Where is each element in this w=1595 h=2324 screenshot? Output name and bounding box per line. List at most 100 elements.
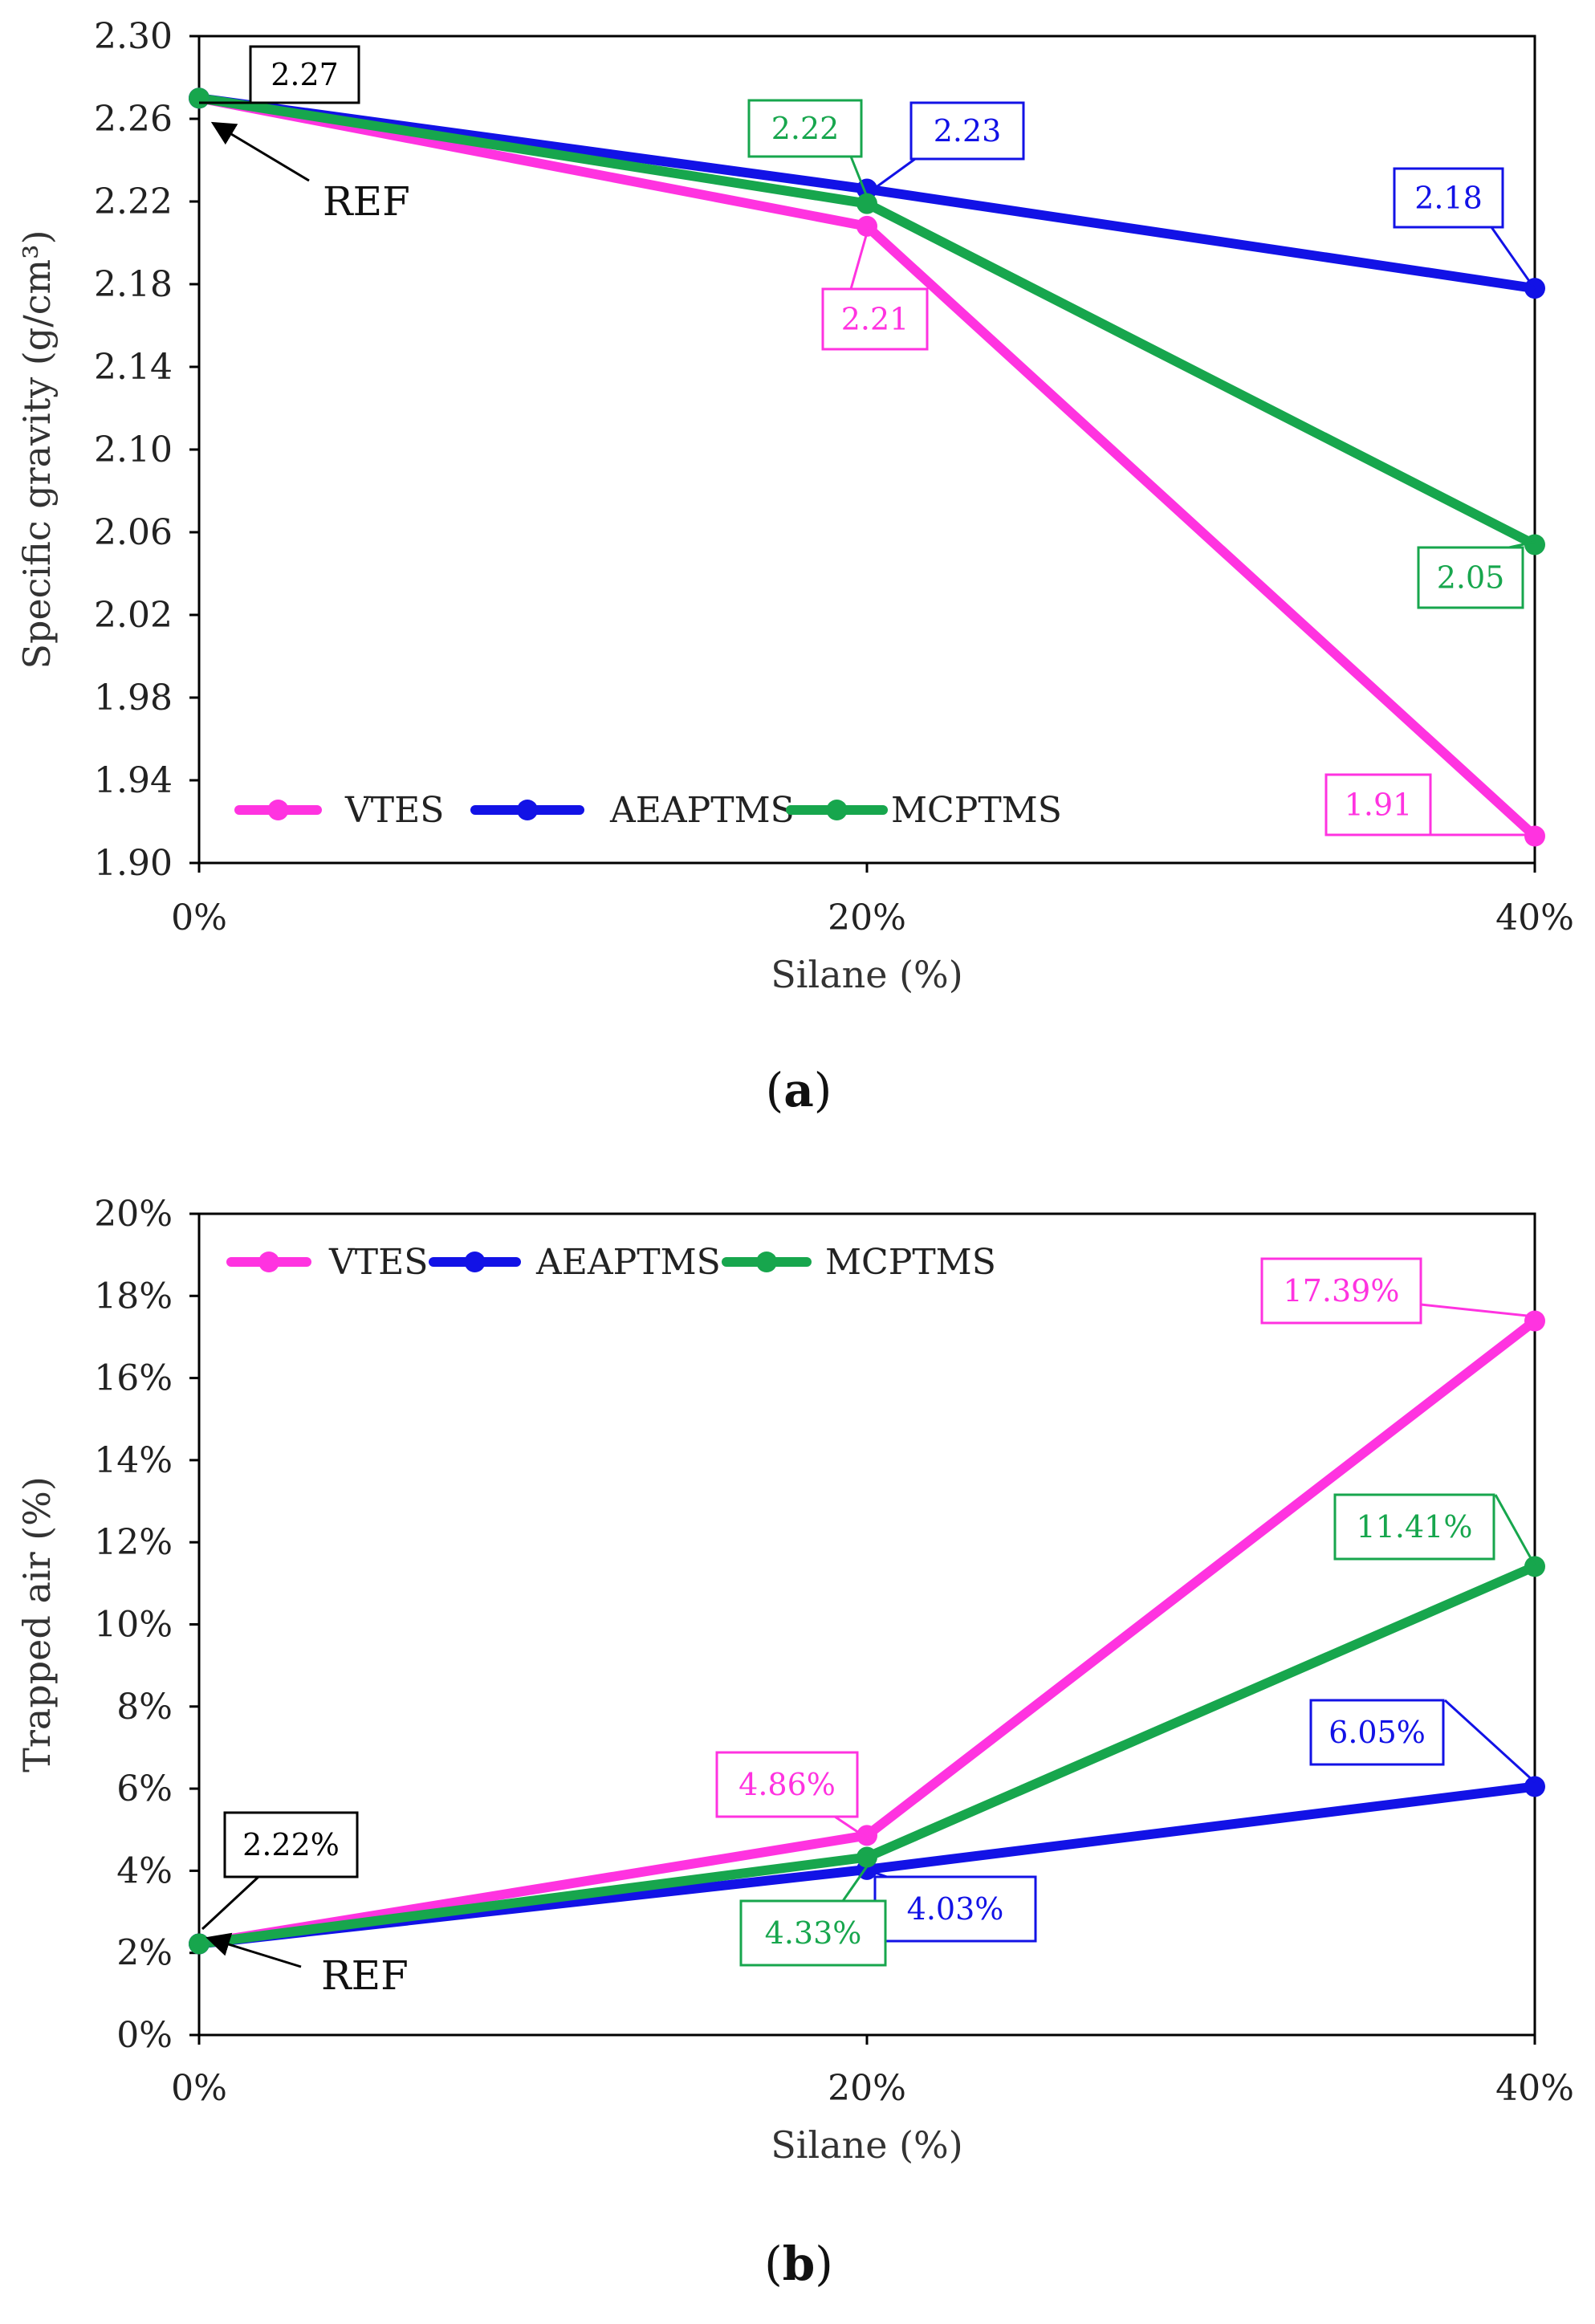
callout-pointer bbox=[1490, 226, 1536, 290]
callout-label: 4.03% bbox=[907, 1891, 1004, 1927]
callout-box bbox=[739, 1899, 887, 1967]
chart-b: 0% 2% 4% 6% 8% 10% 12% 14% 16% 18% 20% 0% 20% 40% Sila… bbox=[15, 1194, 1574, 2291]
callout-label: 2.22 bbox=[771, 111, 840, 146]
y-tick-label: 0% bbox=[116, 2015, 173, 2056]
ref-arrow bbox=[210, 121, 310, 182]
x-tick-label: 40% bbox=[1495, 897, 1574, 938]
caption-letter: a bbox=[783, 1063, 814, 1117]
callout-pointer bbox=[841, 1866, 869, 1902]
callout-pointer bbox=[1508, 540, 1536, 549]
y-tick-label: 4% bbox=[116, 1850, 173, 1891]
y-tick-label: 1.98 bbox=[94, 678, 173, 718]
callout-label: 6.05% bbox=[1328, 1715, 1426, 1750]
callout-label: 2.21 bbox=[841, 302, 909, 337]
x-tick-label: 20% bbox=[828, 2068, 906, 2109]
y-tick-label: 2% bbox=[116, 1933, 173, 1974]
ref-label: REF bbox=[321, 1952, 409, 1999]
callout-pointer bbox=[1420, 1303, 1536, 1318]
y-tick-label: 10% bbox=[94, 1605, 173, 1646]
x-tick-label: 0% bbox=[171, 2068, 227, 2109]
y-tick-label: 2.26 bbox=[94, 99, 173, 140]
callout-label: 2.27 bbox=[271, 57, 339, 92]
data-point-vtes bbox=[1524, 1310, 1545, 1332]
callout-box bbox=[873, 1875, 1037, 1943]
legend-marker-vtes bbox=[267, 800, 289, 820]
caption-paren: ) bbox=[815, 2236, 833, 2291]
callout-pointer bbox=[834, 1815, 872, 1842]
callout-box bbox=[249, 45, 360, 104]
x-axis-title: Silane (%) bbox=[771, 953, 962, 996]
y-tick-label: 16% bbox=[94, 1358, 173, 1399]
y-tick-label: 1.94 bbox=[94, 760, 173, 801]
legend-marker-mcptms bbox=[826, 800, 848, 820]
callout-label: 17.39% bbox=[1284, 1273, 1400, 1309]
callout-pointer bbox=[868, 1869, 888, 1878]
callout-label: 11.41% bbox=[1357, 1509, 1473, 1545]
caption-paren: ( bbox=[766, 1063, 784, 1117]
callout-box bbox=[1260, 1257, 1422, 1325]
legend-marker-aeaptms bbox=[517, 800, 538, 820]
legend-marker-aeaptms bbox=[464, 1252, 486, 1272]
callout-pointer bbox=[849, 156, 869, 197]
data-point-aeaptms bbox=[1524, 1776, 1545, 1797]
callout-box bbox=[1393, 167, 1504, 229]
y-tick-label: 20% bbox=[94, 1194, 173, 1235]
y-tick-label: 18% bbox=[94, 1276, 173, 1317]
x-tick-label: 20% bbox=[828, 897, 906, 938]
y-tick-label: 6% bbox=[116, 1768, 173, 1809]
legend-label: AEAPTMS bbox=[609, 790, 795, 831]
callout-box bbox=[909, 101, 1025, 161]
chart-a: 1.90 1.94 1.98 2.02 2.06 2.10 2.14 2.18 2.22 2.26… bbox=[15, 16, 1574, 1117]
legend-label: MCPTMS bbox=[891, 790, 1062, 831]
callout-pointer bbox=[201, 1875, 260, 1931]
ref-label: REF bbox=[323, 178, 410, 225]
y-tick-label: 8% bbox=[116, 1687, 173, 1728]
callout-label: 2.18 bbox=[1414, 181, 1483, 216]
callout-pointer bbox=[1494, 1494, 1536, 1566]
callout-box bbox=[1324, 773, 1432, 836]
x-axis-title: Silane (%) bbox=[771, 2123, 962, 2167]
callout-label: 4.86% bbox=[739, 1767, 836, 1802]
data-point-mcptms bbox=[856, 193, 877, 214]
callout-box bbox=[747, 99, 863, 158]
legend-marker-mcptms bbox=[756, 1252, 777, 1272]
x-tick-label: 0% bbox=[171, 897, 227, 938]
caption-letter: b bbox=[783, 2236, 816, 2291]
callout-label: 2.23 bbox=[934, 113, 1002, 149]
y-tick-label: 2.06 bbox=[94, 512, 173, 553]
data-point-vtes bbox=[1524, 825, 1545, 847]
y-tick-label: 2.18 bbox=[94, 264, 173, 305]
legend-label: VTES bbox=[328, 1242, 428, 1283]
callout-pointer bbox=[1443, 1699, 1536, 1784]
callout-box bbox=[821, 287, 929, 351]
data-point-vtes bbox=[856, 215, 877, 237]
callout-box bbox=[1309, 1699, 1445, 1766]
callout-box bbox=[223, 1811, 359, 1878]
y-tick-label: 14% bbox=[94, 1440, 173, 1481]
data-point-mcptms bbox=[1524, 1556, 1545, 1577]
callout-label: 1.91 bbox=[1345, 788, 1413, 823]
caption-paren: ) bbox=[814, 1063, 832, 1117]
callout-pointer bbox=[849, 226, 870, 290]
y-tick-label: 2.30 bbox=[94, 16, 173, 57]
callout-box bbox=[715, 1751, 859, 1818]
ref-arrow bbox=[205, 1932, 302, 1968]
legend-label: AEAPTMS bbox=[535, 1242, 721, 1283]
y-tick-label: 2.02 bbox=[94, 595, 173, 636]
plot-frame bbox=[197, 35, 1536, 865]
x-tick-label: 40% bbox=[1495, 2068, 1574, 2109]
callout-box bbox=[1417, 546, 1524, 609]
legend-label: MCPTMS bbox=[825, 1242, 996, 1283]
y-axis-title: Specific gravity (g/cm³) bbox=[15, 230, 59, 669]
data-point-vtes bbox=[856, 1825, 877, 1846]
y-tick-label: 2.10 bbox=[94, 429, 173, 470]
caption-paren: ( bbox=[764, 2236, 783, 2291]
y-tick-label: 1.90 bbox=[94, 843, 173, 884]
chart-caption: (a) bbox=[766, 1063, 832, 1117]
y-axis-title: Trapped air (%) bbox=[15, 1476, 59, 1773]
callout-label: 4.33% bbox=[765, 1915, 862, 1951]
data-point-mcptms bbox=[189, 88, 210, 109]
chart-caption: (b) bbox=[764, 2236, 833, 2291]
data-point-mcptms bbox=[1524, 534, 1545, 556]
